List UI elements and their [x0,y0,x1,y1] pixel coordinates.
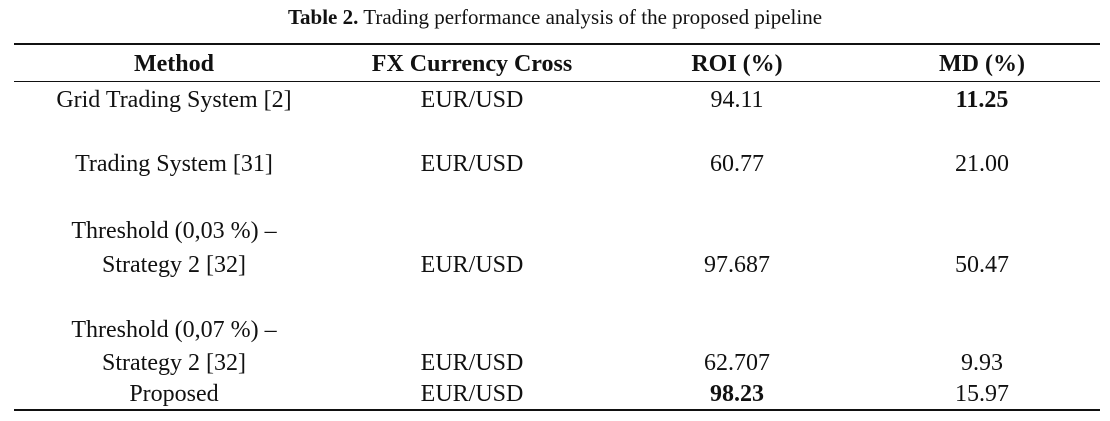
row-1-md: 11.25 [955,87,1009,113]
row-2-cross: EUR/USD [420,151,524,177]
row-5-roi: 98.23 [710,381,764,407]
row-3-cross: EUR/USD [420,252,524,278]
table-top-rule [14,43,1100,45]
row-4-method-line-2: Strategy 2 [32] [102,350,246,376]
table-header-rule [14,81,1100,82]
row-2-method: Trading System [31] [75,151,273,177]
row-3-md: 50.47 [955,252,1009,278]
row-3-roi: 97.687 [704,252,770,278]
header-roi: ROI (%) [691,51,783,77]
row-5-method: Proposed [129,381,219,407]
row-5-cross: EUR/USD [420,381,524,407]
row-2-roi: 60.77 [710,151,764,177]
row-4-md: 9.93 [961,350,1003,376]
row-3-method-line-1: Threshold (0,03 %) – [71,218,277,244]
table-caption: Table 2. Trading performance analysis of… [0,4,1110,30]
row-5-md: 15.97 [955,381,1009,407]
row-1-roi: 94.11 [710,87,764,113]
row-4-cross: EUR/USD [420,350,524,376]
row-4-roi: 62.707 [704,350,770,376]
row-1-method: Grid Trading System [2] [56,87,292,113]
row-1-cross: EUR/USD [420,87,524,113]
table-caption-label: Table 2. [287,5,359,29]
row-4-method-line-1: Threshold (0,07 %) – [71,317,277,343]
header-method: Method [134,51,214,77]
table-bottom-rule [14,409,1100,411]
table-caption-text: Trading performance analysis of the prop… [363,5,823,29]
header-md: MD (%) [939,51,1025,77]
header-fx-currency-cross: FX Currency Cross [371,51,573,77]
row-2-md: 21.00 [955,151,1009,177]
row-3-method-line-2: Strategy 2 [32] [102,252,246,278]
